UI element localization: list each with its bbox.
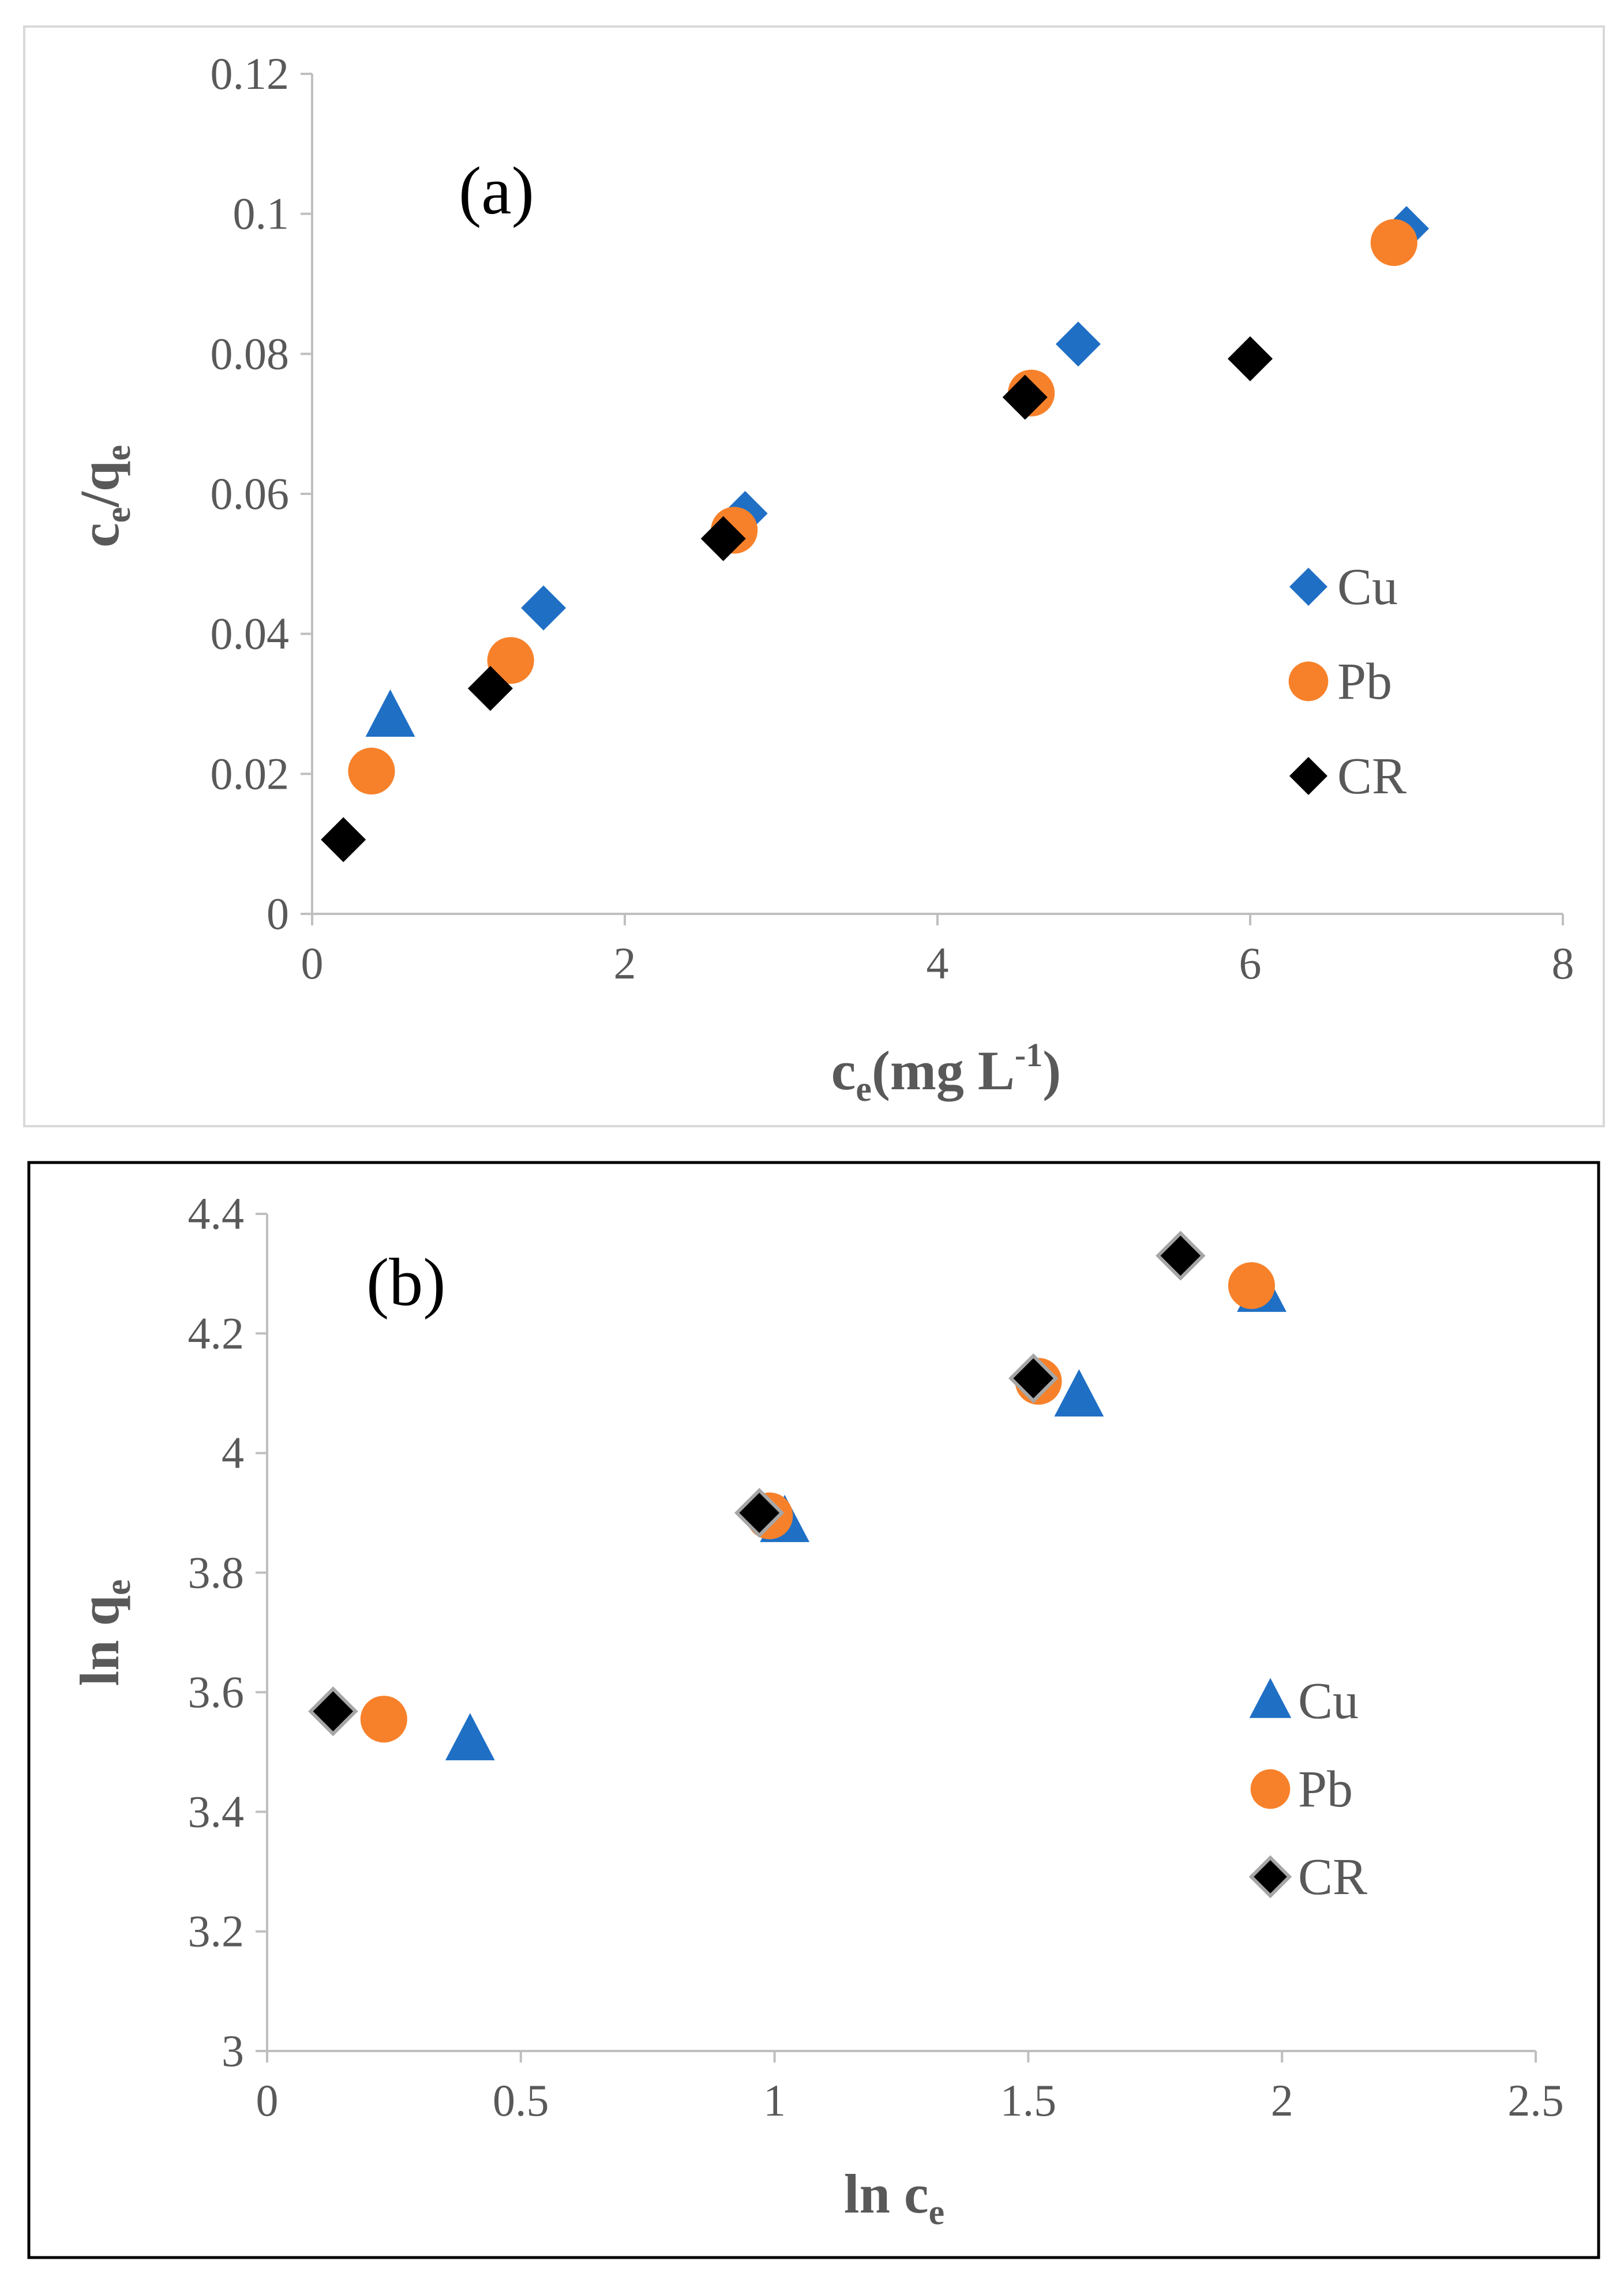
data-point-cr: [1156, 1231, 1206, 1281]
panel-b-axes: [266, 1214, 1536, 2052]
data-point-cr: [321, 817, 366, 863]
y-tick-label: 4: [222, 1428, 244, 1478]
panel-a-legend: Cu Pb CR: [1288, 558, 1407, 805]
legend-b-pb-symbol: [1250, 1769, 1291, 1809]
y-tick-label: 3: [222, 2026, 244, 2076]
y-tick-label: 4.4: [188, 1188, 245, 1239]
data-point-pb: [1370, 219, 1417, 266]
y-tick-label: 3.8: [188, 1547, 245, 1598]
legend-b-cr-label: CR: [1298, 1848, 1367, 1906]
legend-a-cu-symbol: [1289, 568, 1327, 606]
y-tick-label: 0.12: [211, 48, 290, 99]
data-point-pb: [348, 747, 395, 795]
legend-b-pb: Pb: [1250, 1761, 1353, 1818]
legend-b-cu-symbol: [1249, 1678, 1292, 1718]
panel-a-points: [321, 206, 1429, 863]
legend-b-cu-marker: [1249, 1678, 1292, 1718]
panel-a-x-axis-title: ce(mg L-1): [831, 1036, 1061, 1109]
legend-a-cr-symbol: [1289, 757, 1327, 795]
x-tick-label: 2: [614, 938, 636, 988]
legend-b-pb-marker: [1250, 1769, 1291, 1809]
legend-b-cr: CR: [1248, 1848, 1367, 1906]
data-point-cr: [308, 1686, 358, 1737]
data-point-cr: [1008, 1353, 1059, 1404]
panel-b-frame: [27, 1161, 1600, 2259]
panel-b-x-axis-title: ln ce: [844, 2163, 944, 2232]
x-tick-label: 8: [1552, 938, 1574, 988]
x-tick-label: 0.5: [493, 2075, 549, 2125]
data-point-pb: [1228, 1262, 1275, 1309]
data-point-pb: [487, 637, 534, 684]
y-tick-label: 4.2: [188, 1308, 245, 1358]
x-tick-label: 2: [1271, 2075, 1293, 2125]
data-point-cu: [365, 689, 415, 737]
y-tick-label: 0.06: [211, 468, 290, 519]
data-point-cu: [1055, 321, 1101, 367]
legend-b-cr-symbol: [1248, 1855, 1292, 1899]
legend-b-cu: Cu: [1249, 1673, 1359, 1730]
x-tick-label: 0: [301, 938, 324, 988]
x-tick-label: 1.5: [1000, 2075, 1057, 2125]
legend-b-cr-marker: [1248, 1855, 1292, 1899]
y-tick-label: 0.02: [211, 748, 290, 798]
legend-a-pb-label: Pb: [1337, 653, 1392, 710]
legend-b-pb-label: Pb: [1298, 1761, 1353, 1818]
data-point-pb: [360, 1696, 407, 1743]
legend-a-pb: Pb: [1288, 653, 1392, 710]
panel-b-legend: Cu Pb CR: [1248, 1673, 1367, 1906]
x-tick-label: 2.5: [1507, 2075, 1564, 2125]
panel-a-y-axis-title: ce/qe: [69, 445, 138, 548]
data-point-cr: [700, 516, 746, 561]
legend-a-cu-marker: [1289, 568, 1327, 606]
legend-a-pb-marker: [1288, 661, 1329, 702]
legend-b-cu-label: Cu: [1298, 1673, 1359, 1730]
legend-a-cr: CR: [1289, 748, 1407, 805]
y-tick-label: 3.6: [188, 1667, 245, 1717]
panel-a-x-ticks: 0 2 4 6 8: [301, 914, 1574, 988]
data-point-cr: [467, 666, 513, 711]
x-tick-label: 6: [1239, 938, 1262, 988]
legend-a-cr-label: CR: [1337, 748, 1407, 805]
panel-b-label: (b): [366, 1244, 446, 1320]
y-tick-label: 3.2: [188, 1906, 245, 1956]
legend-a-cu-label: Cu: [1337, 558, 1398, 616]
panel-a: 0 0.02 0.04 0.06 0.08 0.1 0.12 0 2 4 6 8 (a) ce(mg…: [23, 25, 1605, 1127]
y-tick-label: 0.08: [211, 328, 290, 378]
panel-b-points: [308, 1231, 1287, 1761]
legend-a-cu: Cu: [1289, 558, 1398, 616]
panel-a-y-ticks: 0 0.02 0.04 0.06 0.08 0.1 0.12: [211, 48, 312, 939]
panel-a-frame: [23, 25, 1605, 1127]
panel-a-label: (a): [459, 153, 534, 228]
data-point-cu: [445, 1713, 495, 1761]
y-tick-label: 0: [267, 888, 289, 939]
panel-b-x-ticks: 0 0.5 1 1.5 2 2.5: [256, 2051, 1564, 2125]
panel-b-y-ticks: 3 3.2 3.4 3.6 3.8 4 4.2 4.4: [188, 1188, 267, 2076]
data-point-cr: [1002, 374, 1048, 420]
data-point-cr: [734, 1487, 785, 1538]
y-tick-label: 0.1: [233, 189, 290, 239]
data-point-cr: [1228, 336, 1273, 381]
data-point-cu: [1054, 1369, 1104, 1417]
data-point-cu: [521, 585, 567, 631]
panel-b: 3 3.2 3.4 3.6 3.8 4 4.2 4.4 0 0.5 1 1.5 2 2.5 (b) ln…: [27, 1161, 1600, 2259]
panel-b-y-axis-title: ln qe: [69, 1580, 138, 1686]
legend-a-cr-marker: [1289, 757, 1327, 795]
y-tick-label: 0.04: [211, 609, 290, 659]
x-tick-label: 4: [927, 938, 949, 988]
x-tick-label: 1: [763, 2075, 786, 2125]
y-tick-label: 3.4: [188, 1786, 245, 1836]
x-tick-label: 0: [256, 2075, 279, 2125]
legend-a-pb-symbol: [1288, 661, 1329, 702]
